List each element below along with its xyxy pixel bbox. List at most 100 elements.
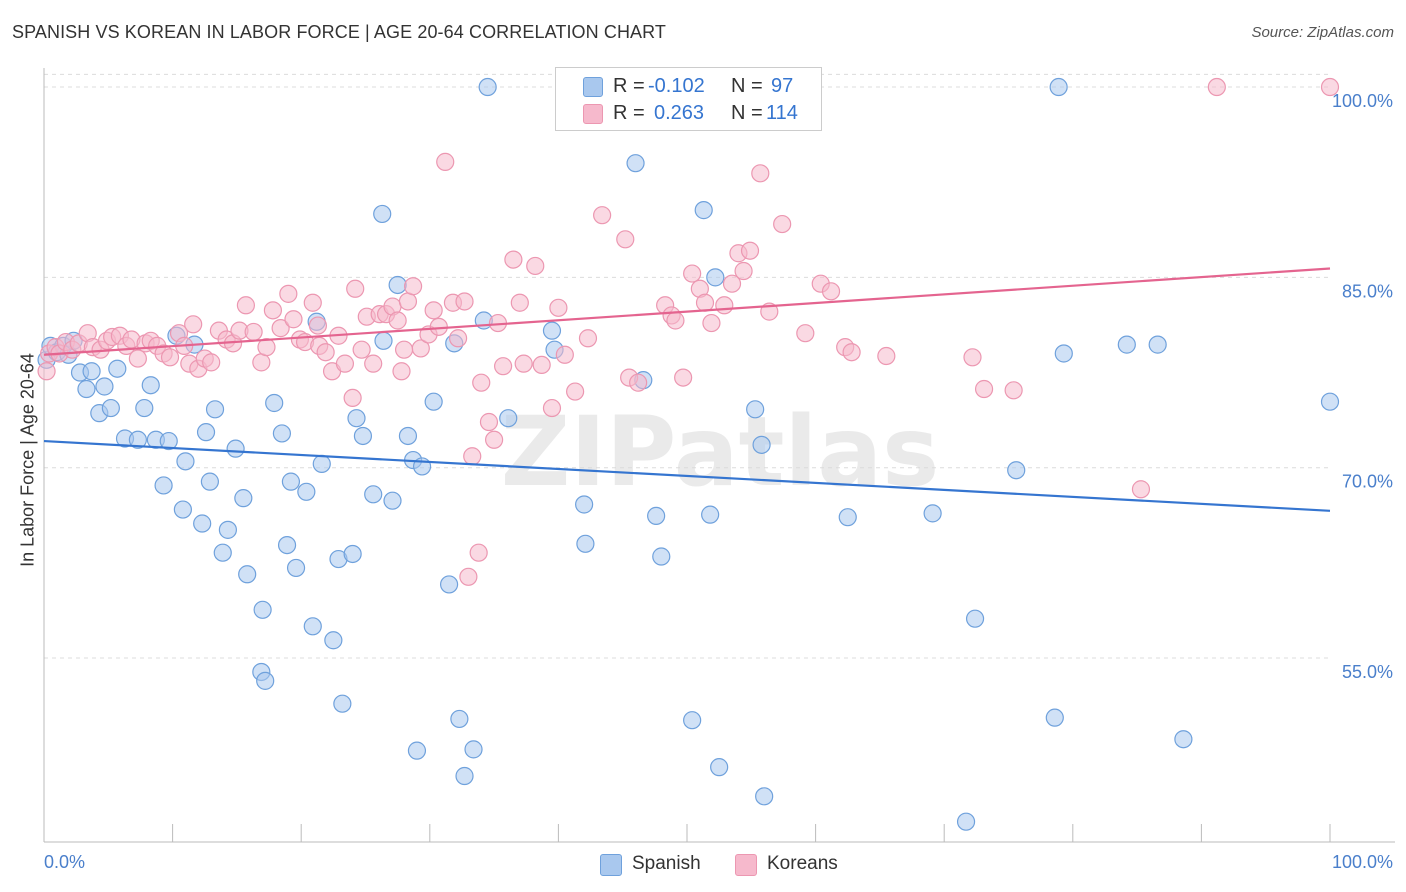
spanish-point	[746, 400, 765, 419]
korean-point	[773, 214, 792, 234]
spanish-point	[478, 77, 497, 97]
korean-point	[463, 447, 482, 466]
spanish-point	[77, 379, 96, 399]
korean-point	[963, 348, 982, 367]
spanish-point	[542, 321, 562, 340]
korean-point	[346, 279, 365, 298]
spanish-point	[1148, 335, 1167, 354]
korean-point	[796, 324, 815, 343]
korean-trend-line	[43, 267, 1331, 356]
spanish-point	[205, 400, 225, 419]
spanish-point	[1117, 335, 1136, 354]
korean-point	[504, 250, 523, 269]
korean-point	[593, 206, 612, 225]
spanish-point	[701, 505, 720, 524]
spanish-point	[373, 204, 392, 224]
r-label: R =	[613, 75, 645, 97]
korean-point	[271, 319, 290, 338]
legend-label-korean: Koreans	[767, 853, 838, 874]
legend-swatch-spanish	[600, 854, 622, 876]
spanish-point	[281, 472, 301, 491]
korean-point	[674, 368, 693, 387]
spanish-point	[226, 439, 245, 458]
y-tick-labels: 55.0% 70.0% 85.0% 100.0%	[1332, 91, 1393, 682]
korean-point	[479, 412, 499, 432]
korean-point	[352, 340, 371, 359]
korean-point	[263, 301, 283, 320]
spanish-point	[1007, 461, 1026, 480]
axes	[43, 68, 1395, 843]
chart-title: SPANISH VS KOREAN IN LABOR FORCE | AGE 2…	[12, 22, 667, 42]
korean-swatch	[583, 104, 603, 124]
stats-row-spanish: R = -0.102 N = 97	[556, 73, 821, 101]
spanish-point	[424, 392, 443, 411]
r-value: -0.102	[648, 75, 705, 97]
korean-point	[364, 354, 383, 373]
korean-point	[695, 293, 715, 312]
spanish-point	[159, 431, 178, 451]
korean-point	[629, 373, 648, 392]
korean-point	[160, 348, 180, 367]
spanish-point	[333, 694, 352, 713]
korean-point	[448, 329, 468, 348]
spanish-point	[95, 377, 114, 396]
spanish-point	[343, 544, 362, 564]
korean-point	[877, 346, 896, 366]
y-tick-label: 55.0%	[1342, 662, 1393, 682]
spanish-point	[196, 423, 216, 442]
stats-row-korean: R = 0.263 N = 114	[556, 100, 821, 128]
korean-point	[459, 567, 478, 586]
stats-box: R = -0.102 N = 97 R = 0.263 N = 114	[555, 67, 822, 131]
korean-point	[751, 164, 770, 183]
spanish-point	[303, 617, 322, 636]
korean-point	[303, 293, 322, 312]
korean-point	[388, 311, 407, 330]
korean-point	[252, 353, 271, 372]
spanish-point	[450, 709, 469, 729]
spanish-point	[297, 482, 316, 501]
spanish-point	[1174, 730, 1193, 749]
korean-point	[455, 292, 474, 311]
r-label: R =	[613, 102, 645, 124]
spanish-point	[388, 275, 407, 295]
korean-point	[424, 301, 443, 320]
korean-point	[1207, 77, 1226, 97]
korean-point	[566, 382, 585, 401]
korean-point	[821, 282, 841, 301]
spanish-point	[652, 547, 671, 566]
korean-point	[514, 354, 533, 373]
spanish-swatch	[583, 77, 603, 97]
korean-point	[37, 362, 56, 381]
korean-point	[666, 311, 685, 330]
spanish-point	[128, 430, 147, 449]
korean-point	[722, 274, 742, 293]
korean-point	[128, 349, 147, 368]
spanish-point	[173, 500, 192, 519]
korean-point	[715, 296, 734, 315]
spanish-point	[374, 331, 393, 350]
spanish-point	[752, 435, 771, 454]
spanish-point	[108, 359, 127, 378]
korean-point	[1320, 77, 1340, 97]
korean-point	[257, 338, 276, 357]
korean-point	[549, 298, 568, 317]
korean-point	[335, 354, 355, 373]
korean-point	[1004, 381, 1023, 400]
spanish-point	[347, 409, 366, 428]
spanish-point	[265, 393, 284, 413]
korean-point	[510, 293, 529, 312]
spanish-point	[683, 711, 702, 730]
spanish-point	[141, 376, 160, 395]
spanish-point	[407, 741, 427, 760]
korean-point	[616, 230, 635, 249]
watermark: ZIPatlas	[501, 396, 940, 508]
korean-point	[472, 373, 491, 392]
x-tick-label-min: 0.0%	[44, 852, 86, 872]
spanish-point	[200, 472, 219, 491]
korean-point	[202, 353, 221, 372]
spanish-point	[154, 476, 173, 495]
korean-point	[469, 543, 488, 562]
korean-point	[394, 340, 414, 359]
data-points	[37, 77, 1340, 831]
